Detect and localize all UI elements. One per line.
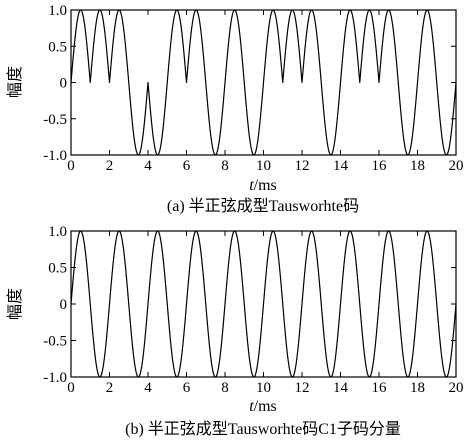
y-tick-label: 1.0	[48, 224, 67, 240]
ticks-b	[70, 230, 457, 378]
y-tick-label: -1.0	[43, 148, 67, 164]
x-tick-label: 8	[221, 158, 229, 174]
x-tick-label: 4	[144, 380, 152, 396]
series-line-b	[70, 230, 457, 378]
series-line-a	[70, 9, 457, 156]
y-tick-labels-a: 1.0 0.5 0 -0.5 -1.0	[43, 3, 67, 164]
y-tick-label: -0.5	[43, 334, 67, 350]
y-tick-labels-b: 1.0 0.5 0 -0.5 -1.0	[43, 224, 67, 386]
x-tick-labels-b: 0 2 4 6 8 10 12 14 16 18 20	[67, 380, 463, 396]
ticks-a	[70, 9, 457, 156]
chart-panel-a: 0 2 4 6 8 10 12 14 16 18 20 1.0 0.5 0 -0.5 -1.0 t/ms (…	[5, 3, 464, 215]
y-tick-label: 0.5	[48, 261, 67, 277]
x-tick-label: 4	[144, 158, 152, 174]
x-tick-label: 16	[372, 380, 388, 396]
x-tick-label: 20	[449, 158, 464, 174]
y-tick-label: 0	[60, 76, 68, 92]
x-tick-label: 18	[410, 158, 425, 174]
chart-panel-b: 0 2 4 6 8 10 12 14 16 18 20 1.0 0.5 0 -0.5 -1.0 t/ms (…	[5, 224, 464, 438]
x-tick-label: 18	[410, 380, 425, 396]
x-tick-label: 12	[295, 158, 310, 174]
x-tick-labels-a: 0 2 4 6 8 10 12 14 16 18 20	[67, 158, 463, 174]
x-axis-label-unit-b: /ms	[254, 398, 277, 415]
x-tick-label: 6	[183, 158, 191, 174]
y-tick-label: -0.5	[43, 112, 67, 128]
x-axis-label-var-b: t	[249, 398, 254, 415]
x-tick-label: 16	[372, 158, 388, 174]
y-axis-label-b: 幅度	[5, 288, 24, 320]
x-axis-label-var-a: t	[249, 177, 254, 194]
x-tick-label: 10	[256, 380, 271, 396]
x-tick-label: 10	[256, 158, 271, 174]
x-tick-label: 0	[67, 380, 75, 396]
x-tick-label: 12	[295, 380, 310, 396]
x-tick-label: 2	[106, 380, 114, 396]
y-axis-label-a: 幅度	[5, 66, 24, 98]
x-tick-label: 8	[221, 380, 229, 396]
x-axis-label-a: t/ms	[249, 177, 277, 194]
x-axis-label-b: t/ms	[249, 398, 277, 415]
x-tick-label: 2	[106, 158, 114, 174]
y-tick-label: 1.0	[48, 3, 67, 19]
y-tick-label: -1.0	[43, 370, 67, 386]
x-axis-label-unit-a: /ms	[254, 177, 277, 194]
y-tick-label: 0.5	[48, 39, 67, 55]
caption-b: (b) 半正弦成型Tausworhte码C1子码分量	[125, 420, 401, 438]
caption-a: (a) 半正弦成型Tausworhte码	[167, 197, 359, 215]
x-tick-label: 6	[183, 380, 191, 396]
x-tick-label: 14	[333, 380, 349, 396]
x-tick-label: 20	[449, 380, 464, 396]
y-tick-label: 0	[60, 297, 68, 313]
x-tick-label: 0	[67, 158, 75, 174]
x-tick-label: 14	[333, 158, 349, 174]
